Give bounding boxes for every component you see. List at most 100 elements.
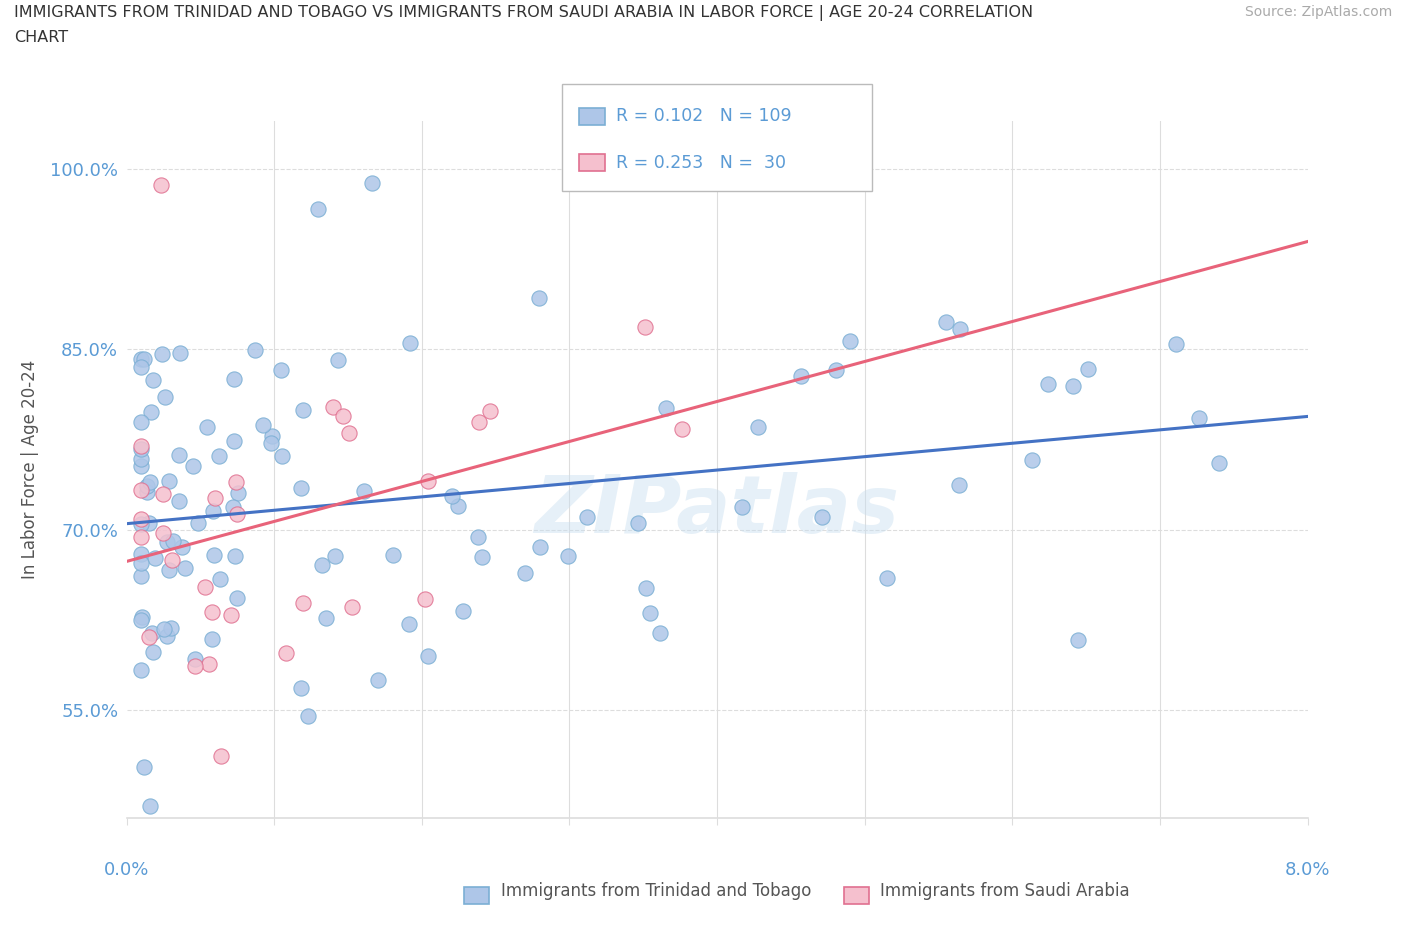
Point bbox=[159, 473, 181, 488]
Point bbox=[935, 315, 957, 330]
Point bbox=[184, 658, 207, 673]
Point bbox=[1067, 632, 1090, 647]
Point bbox=[447, 498, 470, 513]
Point bbox=[134, 352, 156, 366]
Point bbox=[129, 555, 153, 570]
Point bbox=[224, 372, 246, 387]
Point bbox=[648, 625, 671, 640]
Point bbox=[187, 515, 209, 530]
Point bbox=[129, 360, 153, 375]
Point bbox=[225, 474, 247, 489]
Point bbox=[1208, 455, 1230, 470]
Point bbox=[291, 596, 314, 611]
Point bbox=[361, 176, 384, 191]
Point bbox=[353, 484, 375, 498]
Point bbox=[142, 644, 165, 659]
Point bbox=[184, 652, 207, 667]
Point bbox=[139, 474, 162, 489]
Point bbox=[1021, 452, 1043, 467]
Point bbox=[153, 621, 176, 636]
Point bbox=[155, 390, 177, 405]
Point bbox=[143, 551, 166, 565]
Point bbox=[326, 352, 349, 367]
Point bbox=[790, 369, 813, 384]
Point bbox=[1166, 337, 1188, 352]
Point bbox=[367, 673, 389, 688]
Point bbox=[243, 343, 266, 358]
Point bbox=[634, 319, 657, 334]
Point bbox=[1077, 362, 1099, 377]
Point bbox=[167, 447, 190, 462]
Point bbox=[811, 510, 834, 525]
Point bbox=[307, 202, 329, 217]
Point bbox=[152, 525, 174, 540]
Point bbox=[440, 489, 463, 504]
Point bbox=[315, 611, 337, 626]
Point bbox=[129, 352, 153, 366]
Point bbox=[129, 530, 153, 545]
Point bbox=[226, 507, 249, 522]
Point bbox=[224, 549, 246, 564]
Point bbox=[129, 512, 153, 526]
Point bbox=[134, 759, 156, 774]
Point bbox=[413, 592, 436, 607]
Point bbox=[150, 346, 173, 361]
Point bbox=[167, 493, 190, 508]
Point bbox=[290, 681, 312, 696]
Y-axis label: In Labor Force | Age 20-24: In Labor Force | Age 20-24 bbox=[21, 360, 39, 579]
Point bbox=[876, 570, 898, 585]
Point bbox=[208, 571, 231, 586]
Point bbox=[311, 557, 333, 572]
Point bbox=[129, 662, 153, 677]
Text: R = 0.102   N = 109: R = 0.102 N = 109 bbox=[616, 107, 792, 126]
Point bbox=[1036, 377, 1059, 392]
Point bbox=[747, 419, 769, 434]
Point bbox=[204, 491, 226, 506]
Point bbox=[139, 405, 162, 419]
Point bbox=[169, 345, 191, 360]
Point bbox=[1188, 410, 1211, 425]
Point bbox=[949, 321, 972, 336]
Point bbox=[129, 547, 153, 562]
Point bbox=[129, 438, 153, 453]
Point bbox=[636, 580, 658, 595]
Point bbox=[416, 473, 439, 488]
Text: ZIPatlas: ZIPatlas bbox=[534, 472, 900, 551]
Point bbox=[131, 609, 153, 624]
Point bbox=[399, 336, 422, 351]
Point bbox=[162, 534, 184, 549]
Point bbox=[337, 425, 360, 440]
Point bbox=[129, 442, 153, 457]
Point bbox=[152, 486, 174, 501]
Point bbox=[201, 631, 224, 646]
Point bbox=[183, 459, 205, 474]
Point bbox=[654, 401, 676, 416]
Point bbox=[948, 478, 970, 493]
Point bbox=[202, 547, 225, 562]
Point bbox=[381, 547, 404, 562]
Point bbox=[129, 458, 153, 473]
Point bbox=[142, 372, 165, 387]
Point bbox=[201, 604, 224, 619]
Point bbox=[139, 799, 162, 814]
Point bbox=[838, 334, 860, 349]
Point bbox=[252, 418, 274, 432]
Point bbox=[129, 517, 153, 532]
Point bbox=[340, 600, 363, 615]
Point bbox=[471, 550, 494, 565]
Text: Immigrants from Saudi Arabia: Immigrants from Saudi Arabia bbox=[880, 882, 1130, 900]
Point bbox=[129, 483, 153, 498]
Text: R = 0.253   N =  30: R = 0.253 N = 30 bbox=[616, 153, 786, 172]
Point bbox=[291, 403, 314, 418]
Point bbox=[627, 515, 650, 530]
Point bbox=[198, 657, 221, 671]
Point bbox=[221, 607, 243, 622]
Text: Source: ZipAtlas.com: Source: ZipAtlas.com bbox=[1244, 5, 1392, 19]
Point bbox=[156, 629, 179, 644]
Point bbox=[149, 178, 172, 193]
Point bbox=[159, 620, 181, 635]
Point bbox=[271, 448, 294, 463]
Point bbox=[138, 630, 160, 644]
Text: CHART: CHART bbox=[14, 30, 67, 45]
Point bbox=[276, 645, 298, 660]
